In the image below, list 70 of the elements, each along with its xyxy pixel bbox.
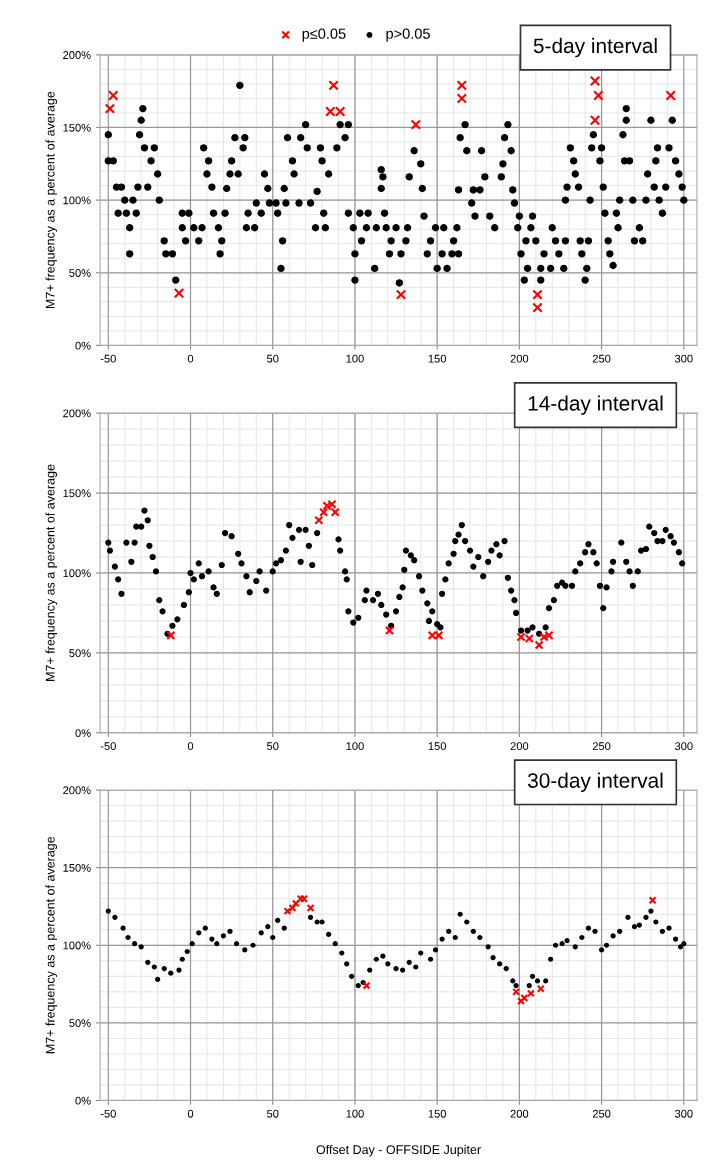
y-tick-label: 0% xyxy=(75,1096,91,1105)
x-tick-label: 100 xyxy=(346,1109,364,1118)
x-tick-label: 50 xyxy=(267,1109,279,1118)
point xyxy=(173,287,185,299)
x-tick-label: 100 xyxy=(346,742,364,751)
x-tick-label: 300 xyxy=(674,1109,693,1118)
y-tick-label: 50% xyxy=(69,1019,91,1028)
point xyxy=(108,90,119,101)
y-tick-label: 200% xyxy=(63,51,91,59)
point xyxy=(532,302,543,313)
x-tick-label: 300 xyxy=(674,742,693,751)
y-tick-label: 0% xyxy=(75,341,91,350)
y-tick-label: 50% xyxy=(69,649,91,658)
point xyxy=(589,75,601,87)
y-tick-label: 100% xyxy=(63,196,91,205)
x-tick-label: 200 xyxy=(510,1109,529,1118)
x-tick-label: 50 xyxy=(267,354,279,363)
y-tick-label: 50% xyxy=(69,269,91,277)
point xyxy=(319,507,329,517)
x-tick-label: 150 xyxy=(428,354,446,363)
point xyxy=(314,515,324,525)
x-tick-label: 0 xyxy=(187,1109,194,1118)
point xyxy=(306,904,315,913)
point xyxy=(593,90,604,101)
point xyxy=(384,625,395,636)
x-tick-label: 0 xyxy=(187,742,194,751)
y-tick-label: 100% xyxy=(63,569,91,578)
point xyxy=(395,289,407,300)
x-tick-label: -50 xyxy=(100,354,116,363)
y-tick-label: 150% xyxy=(63,123,91,132)
x-tick-label: 250 xyxy=(592,742,611,751)
legend-label: p≤0.05 xyxy=(302,28,346,42)
y-tick-label: 150% xyxy=(63,489,91,498)
chart-title: 14-day interval xyxy=(528,395,663,415)
point xyxy=(456,93,468,104)
x-tick-label: 300 xyxy=(674,354,693,363)
point xyxy=(589,115,601,126)
point xyxy=(534,640,544,650)
x-tick-label: 50 xyxy=(267,742,279,751)
point xyxy=(512,987,521,996)
legend-label: p>0.05 xyxy=(386,28,430,42)
x-tick-label: 250 xyxy=(592,1109,611,1118)
point xyxy=(330,507,340,517)
y-axis-title: M7+ frequency as a percent of average xyxy=(45,91,58,309)
x-tick-label: 100 xyxy=(346,354,364,363)
y-axis-title: M7+ frequency as a percent of average xyxy=(45,464,58,681)
chart-title: 5-day interval xyxy=(533,37,657,58)
x-tick-label: 0 xyxy=(187,354,194,363)
x-tick-label: -50 xyxy=(100,742,116,751)
x-tick-label: 150 xyxy=(428,1109,446,1118)
point xyxy=(410,119,422,130)
x-tick-label: -50 xyxy=(100,1109,116,1118)
point xyxy=(532,289,543,300)
point xyxy=(166,630,176,640)
y-tick-label: 200% xyxy=(63,786,91,795)
y-tick-label: 100% xyxy=(63,941,91,950)
x-tick-label: 250 xyxy=(592,354,611,363)
point xyxy=(456,80,468,91)
x-tick-label: 200 xyxy=(510,354,529,363)
chart-title: 30-day interval xyxy=(527,772,663,793)
y-tick-label: 0% xyxy=(75,729,91,738)
point xyxy=(104,103,116,114)
y-axis-title: M7+ frequency as a percent of average xyxy=(45,836,58,1054)
x-tick-label: 150 xyxy=(428,742,446,751)
y-tick-label: 200% xyxy=(63,409,91,418)
point xyxy=(328,80,339,91)
x-axis-title: Offset Day - OFFSIDE Jupiter xyxy=(316,1144,481,1157)
x-tick-label: 200 xyxy=(510,742,529,751)
y-tick-label: 150% xyxy=(63,863,91,872)
point xyxy=(665,90,676,101)
